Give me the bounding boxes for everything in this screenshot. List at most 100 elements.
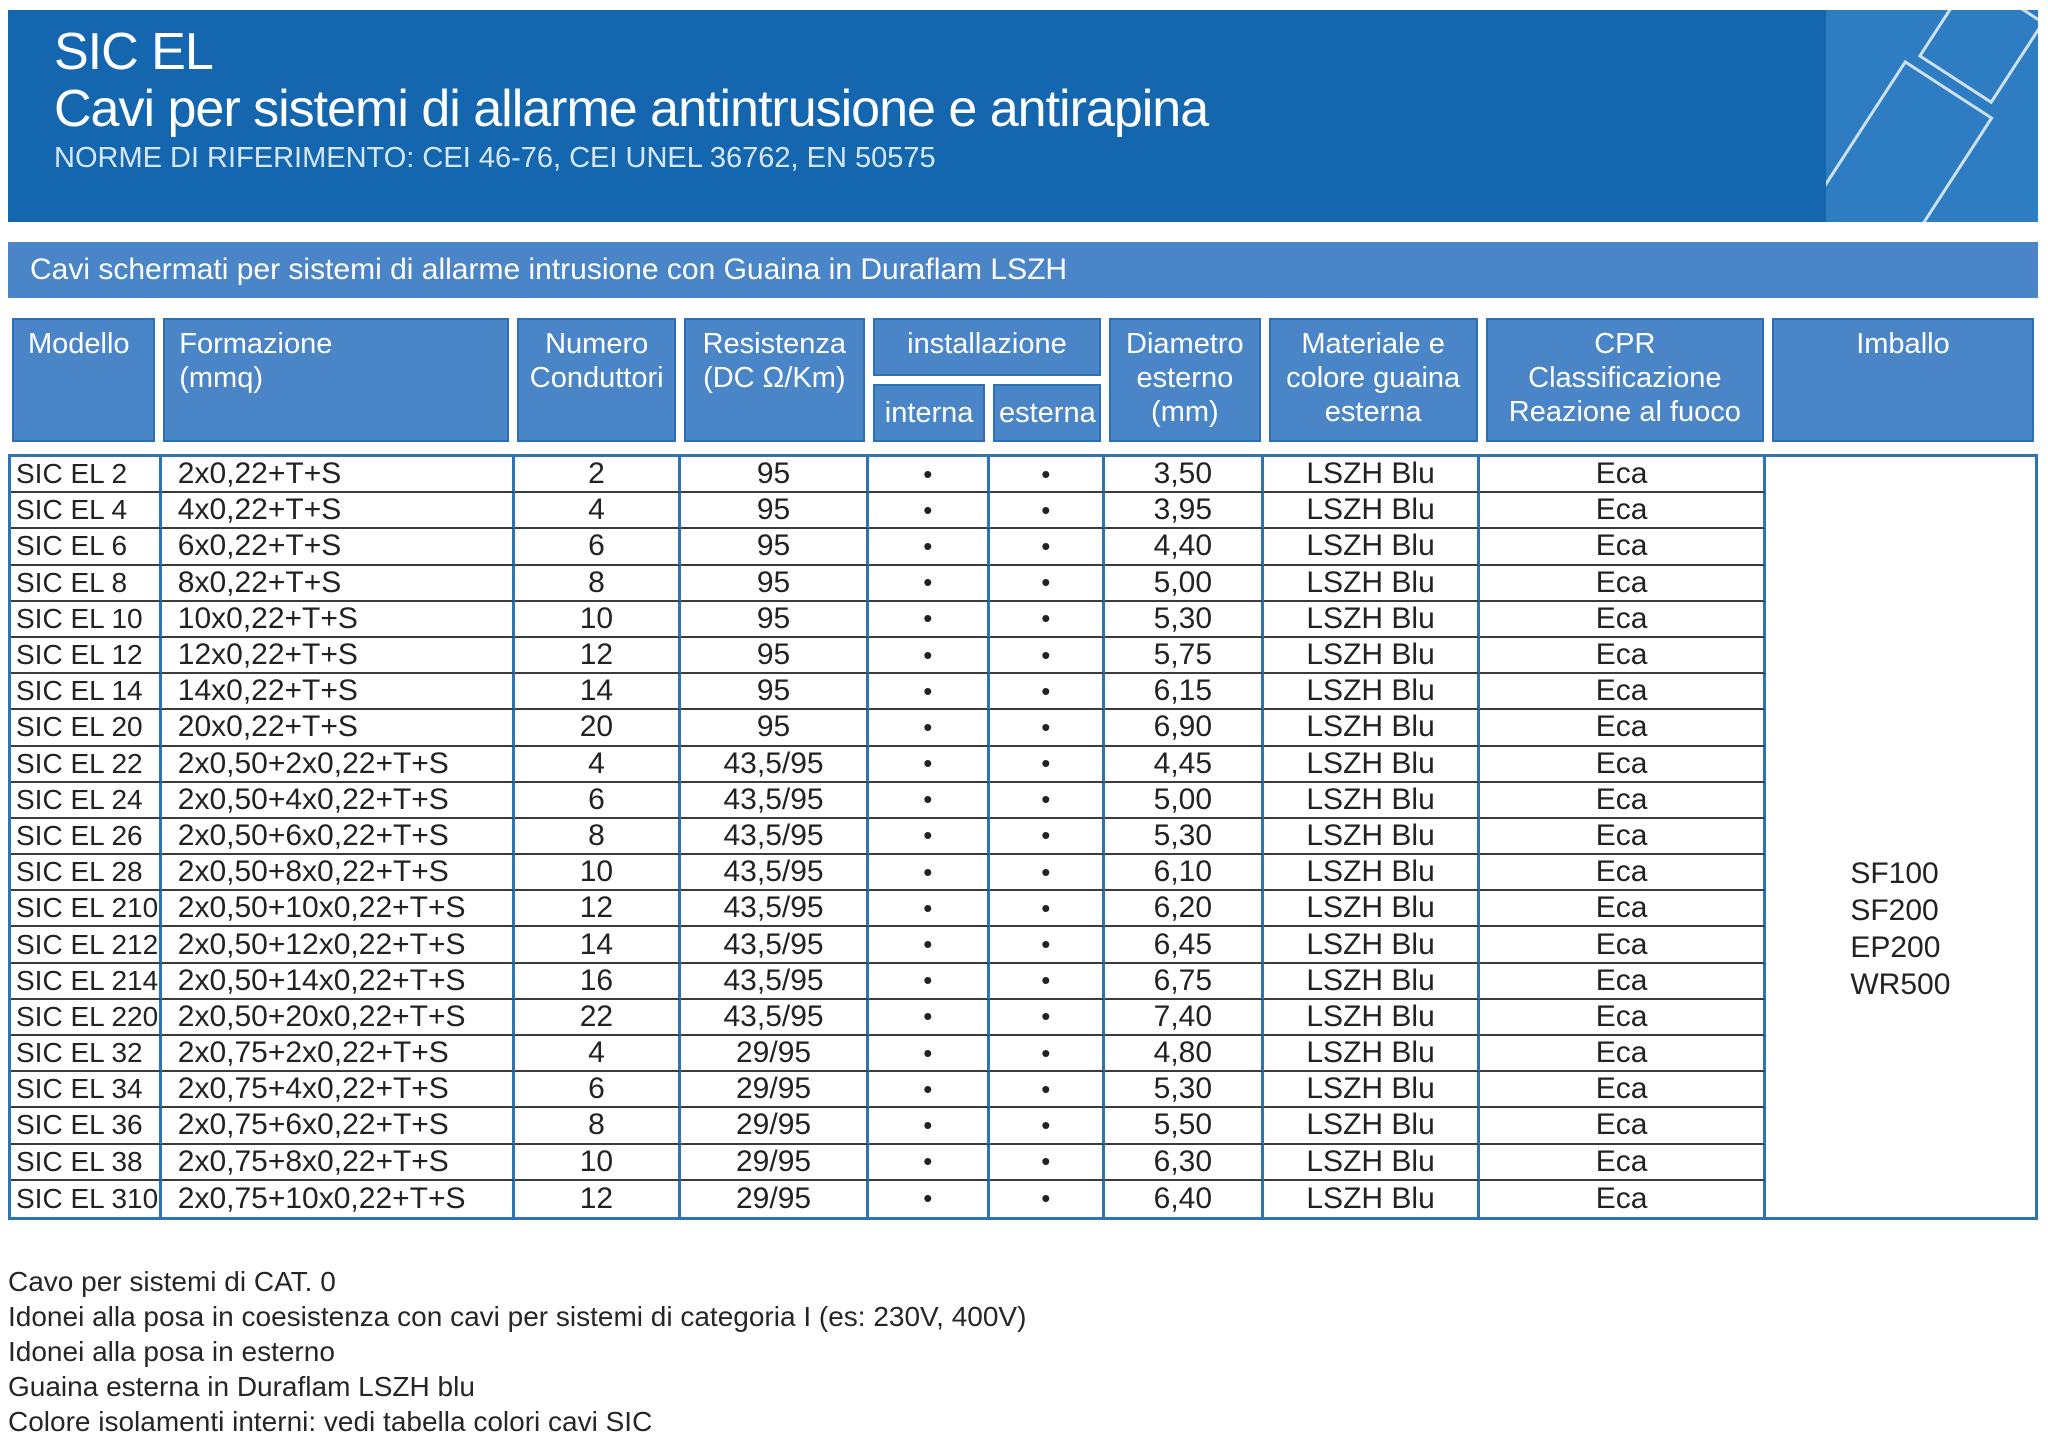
cell-resistenza: 95	[680, 637, 870, 675]
cell-conduttori: 10	[514, 1144, 681, 1181]
cell-guaina: LSZH Blu	[1263, 493, 1481, 530]
cell-diametro: 6,30	[1104, 1144, 1264, 1181]
cell-diametro: 5,75	[1104, 637, 1264, 675]
cell-resistenza: 95	[680, 601, 870, 638]
cell-interna: •	[869, 963, 990, 1000]
cell-esterna: •	[989, 818, 1105, 856]
imballo-merged-cell: SF100 SF200 EP200 WR500	[1766, 457, 2035, 1217]
cell-modello: SIC EL 4	[11, 493, 162, 530]
cell-diametro: 3,50	[1104, 457, 1264, 494]
col-header-resistenza: Resistenza (DC Ω/Km)	[679, 314, 869, 446]
product-table: Modello Formazione (mmq) Numero Condutto…	[8, 314, 2038, 1220]
col-header-diametro: Diametro esterno (mm)	[1105, 314, 1265, 446]
cell-modello: SIC EL 212	[11, 927, 162, 964]
cell-formazione: 2x0,22+T+S	[161, 457, 515, 494]
imballo-option: EP200	[1850, 931, 1941, 964]
cell-cpr: Eca	[1480, 782, 1766, 819]
cell-formazione: 14x0,22+T+S	[161, 674, 515, 711]
cell-guaina: LSZH Blu	[1263, 855, 1481, 892]
cell-modello: SIC EL 36	[11, 1108, 162, 1145]
cell-cpr: Eca	[1480, 891, 1766, 928]
cell-esterna: •	[989, 1036, 1105, 1073]
cell-modello: SIC EL 20	[11, 710, 162, 747]
cell-conduttori: 6	[514, 529, 681, 566]
table-header: Modello Formazione (mmq) Numero Condutto…	[8, 314, 2038, 446]
cell-guaina: LSZH Blu	[1263, 999, 1481, 1036]
cell-conduttori: 4	[514, 493, 681, 530]
cell-esterna: •	[989, 637, 1105, 675]
cell-modello: SIC EL 6	[11, 529, 162, 566]
cell-cpr: Eca	[1480, 493, 1766, 530]
cell-formazione: 2x0,75+8x0,22+T+S	[161, 1144, 515, 1181]
cell-esterna: •	[989, 457, 1105, 494]
cell-interna: •	[869, 1072, 990, 1109]
cell-modello: SIC EL 24	[11, 782, 162, 819]
cell-diametro: 6,45	[1104, 927, 1264, 964]
cell-diametro: 5,30	[1104, 601, 1264, 638]
cell-formazione: 6x0,22+T+S	[161, 529, 515, 566]
col-header-interna: interna	[868, 380, 990, 446]
cell-esterna: •	[989, 782, 1105, 819]
cell-interna: •	[869, 818, 990, 856]
cell-formazione: 2x0,50+20x0,22+T+S	[161, 999, 515, 1036]
cell-modello: SIC EL 12	[11, 637, 162, 675]
cell-guaina: LSZH Blu	[1263, 710, 1481, 747]
cell-interna: •	[869, 529, 990, 566]
col-header-modello: Modello	[8, 314, 160, 446]
note-line: Cavo per sistemi di CAT. 0	[8, 1265, 336, 1297]
cell-esterna: •	[989, 674, 1105, 711]
cell-esterna: •	[989, 565, 1105, 602]
cell-conduttori: 8	[514, 565, 681, 602]
cell-diametro: 5,00	[1104, 782, 1264, 819]
cell-diametro: 5,00	[1104, 565, 1264, 602]
cell-diametro: 6,40	[1105, 1180, 1264, 1217]
note-line: Colore isolamenti interni: vedi tabella …	[8, 1405, 653, 1437]
cell-resistenza: 43,5/95	[680, 746, 870, 783]
imballo-option: WR500	[1850, 968, 1951, 1001]
cell-cpr: Eca	[1480, 601, 1766, 638]
cell-formazione: 2x0,50+10x0,22+T+S	[161, 891, 515, 928]
cell-resistenza: 29/95	[680, 1108, 870, 1145]
cell-guaina: LSZH Blu	[1263, 1108, 1481, 1145]
col-header-installazione: installazione	[868, 314, 1106, 380]
cell-diametro: 5,30	[1104, 818, 1264, 856]
cell-esterna: •	[989, 529, 1105, 566]
cell-resistenza: 95	[680, 457, 870, 494]
cell-esterna: •	[989, 710, 1105, 747]
cell-conduttori: 14	[514, 674, 681, 711]
cell-guaina: LSZH Blu	[1263, 565, 1481, 602]
section-band-label: Cavi schermati per sistemi di allarme in…	[30, 253, 1068, 286]
cell-formazione: 2x0,50+12x0,22+T+S	[161, 927, 515, 964]
cell-resistenza: 43,5/95	[680, 818, 870, 856]
cell-resistenza: 29/95	[680, 1036, 870, 1073]
cell-guaina: LSZH Blu	[1263, 1144, 1481, 1181]
cell-diametro: 4,40	[1104, 529, 1264, 566]
cell-guaina: LSZH Blu	[1263, 601, 1481, 638]
cell-guaina: LSZH Blu	[1263, 1036, 1481, 1073]
cell-diametro: 6,90	[1104, 710, 1264, 747]
imballo-options: SF100 SF200 EP200 WR500	[1850, 855, 1950, 1003]
col-header-guaina: Materiale e colore guaina esterna	[1264, 314, 1482, 446]
cell-cpr: Eca	[1480, 999, 1766, 1036]
cell-cpr: Eca	[1480, 529, 1766, 566]
cell-cpr: Eca	[1480, 710, 1766, 747]
cell-cpr: Eca	[1480, 963, 1766, 1000]
cell-conduttori: 4	[514, 746, 681, 783]
cell-conduttori: 16	[514, 963, 681, 1000]
cell-formazione: 2x0,50+8x0,22+T+S	[161, 855, 515, 892]
cell-guaina: LSZH Blu	[1263, 457, 1481, 494]
cell-esterna: •	[989, 1108, 1105, 1145]
cell-guaina: LSZH Blu	[1263, 529, 1481, 566]
cell-interna: •	[869, 746, 990, 783]
cell-cpr: Eca	[1480, 637, 1766, 675]
cell-conduttori: 20	[514, 710, 681, 747]
cell-cpr: Eca	[1480, 1072, 1766, 1109]
cell-esterna: •	[989, 999, 1105, 1036]
imballo-option: SF100	[1850, 857, 1939, 890]
cell-guaina: LSZH Blu	[1263, 674, 1481, 711]
cell-resistenza: 95	[680, 674, 870, 711]
cell-resistenza: 43,5/95	[680, 855, 870, 892]
note-line: Idonei alla posa in coesistenza con cavi…	[8, 1300, 1027, 1332]
cell-guaina: LSZH Blu	[1264, 1180, 1481, 1217]
